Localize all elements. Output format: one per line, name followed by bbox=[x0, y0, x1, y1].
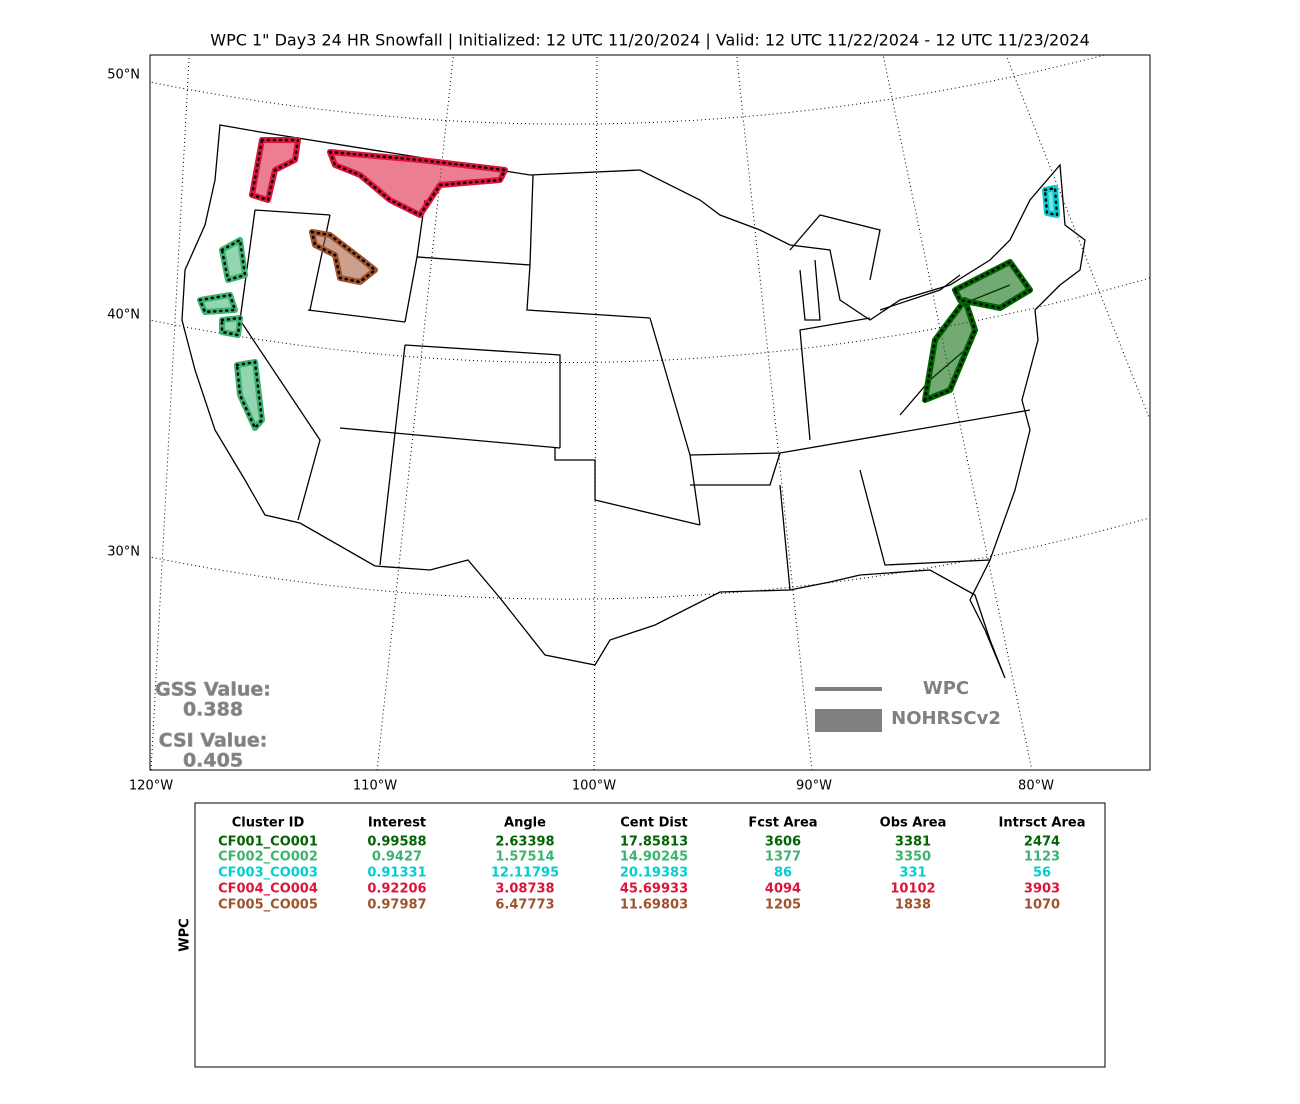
table-header: Cluster ID bbox=[232, 816, 305, 831]
table-header: Interest bbox=[368, 816, 426, 831]
lakes bbox=[789, 214, 1011, 321]
table-cell: CF002_CO002 bbox=[218, 850, 318, 865]
fcst-dots bbox=[220, 316, 242, 337]
lat-labels: 50°N 40°N 30°N bbox=[107, 68, 140, 560]
fcst-outline bbox=[234, 359, 265, 431]
table-header: Cent Dist bbox=[620, 816, 688, 831]
table-cell: CF004_CO004 bbox=[218, 882, 318, 897]
legend-patch bbox=[815, 709, 882, 732]
gss-value: 0.388 bbox=[183, 699, 243, 721]
us-outline bbox=[181, 124, 1086, 679]
fcst-dots bbox=[250, 138, 300, 202]
meridian bbox=[1005, 55, 1150, 421]
table-cell: 10102 bbox=[890, 882, 935, 897]
table-cell: CF001_CO001 bbox=[218, 835, 318, 850]
parallel bbox=[150, 55, 1107, 125]
snow-clusters bbox=[197, 137, 1060, 431]
lon-label: 110°W bbox=[353, 779, 397, 794]
table-cell: 1377 bbox=[765, 850, 801, 865]
obs-area bbox=[312, 232, 375, 282]
table-cell: 12.11795 bbox=[491, 866, 559, 881]
table-cell: 0.99588 bbox=[367, 835, 426, 850]
table-header: Intrsct Area bbox=[999, 816, 1086, 831]
lat-label: 30°N bbox=[107, 545, 140, 560]
table-cell: 0.91331 bbox=[367, 866, 426, 881]
table-cell: 45.69933 bbox=[620, 882, 688, 897]
table-cell: 3.08738 bbox=[495, 882, 554, 897]
meridian bbox=[593, 55, 598, 770]
legend-label: WPC bbox=[923, 678, 969, 699]
table-header: Obs Area bbox=[880, 816, 947, 831]
lon-label: 120°W bbox=[129, 779, 173, 794]
obs-area bbox=[955, 262, 1030, 308]
lon-label: 90°W bbox=[796, 779, 832, 794]
table-cell: 3350 bbox=[895, 850, 931, 865]
fcst-dots bbox=[220, 238, 247, 282]
table-cell: 2.63398 bbox=[495, 835, 554, 850]
table-cell: 3606 bbox=[765, 835, 801, 850]
lon-label: 100°W bbox=[572, 779, 616, 794]
table-cell: 14.90245 bbox=[620, 850, 688, 865]
table: Cluster ID Interest Angle Cent Dist Fcst Are… bbox=[218, 816, 1085, 913]
parallel bbox=[150, 517, 1150, 600]
table-cell: 1.57514 bbox=[495, 850, 554, 865]
obs-area bbox=[925, 300, 975, 400]
lat-label: 40°N bbox=[107, 308, 140, 323]
table-cell: 4094 bbox=[765, 882, 801, 897]
table-cell: CF003_CO003 bbox=[218, 866, 318, 881]
meridian bbox=[736, 55, 813, 770]
table-cell: 56 bbox=[1033, 866, 1051, 881]
gss-label: GSS Value: bbox=[155, 679, 271, 701]
table-cell: 0.97987 bbox=[367, 898, 426, 913]
table-cell: 1205 bbox=[765, 898, 801, 913]
table-cell: 6.47773 bbox=[495, 898, 554, 913]
table-cell: 20.19383 bbox=[620, 866, 688, 881]
table-header: Angle bbox=[504, 816, 546, 831]
table-frame bbox=[194, 802, 1106, 1068]
title: WPC 1" Day3 24 HR Snowfall | Initialized… bbox=[210, 31, 1090, 50]
legend-label: NOHRSCv2 bbox=[891, 708, 1001, 729]
table-cell: 2474 bbox=[1024, 835, 1060, 850]
csi-value: 0.405 bbox=[183, 750, 243, 772]
fcst-dots bbox=[328, 150, 507, 217]
table-cell: 1838 bbox=[895, 898, 931, 913]
lon-label: 80°W bbox=[1018, 779, 1054, 794]
table-cell: 1070 bbox=[1024, 898, 1060, 913]
fcst-outline bbox=[197, 292, 238, 315]
table-ylabel: WPC bbox=[178, 918, 193, 951]
fcst-dots bbox=[953, 260, 1032, 310]
table-header: Fcst Area bbox=[748, 816, 817, 831]
lat-label: 50°N bbox=[107, 68, 140, 83]
fcst-dots bbox=[1043, 186, 1059, 217]
legend: WPC NOHRSCv2 bbox=[815, 678, 1001, 732]
table-cell: 11.69803 bbox=[620, 898, 688, 913]
table-cell: 0.9427 bbox=[372, 850, 422, 865]
state-lines bbox=[239, 174, 1031, 591]
table-cell: 86 bbox=[774, 866, 792, 881]
fcst-dots bbox=[923, 297, 977, 402]
table-cell: 3903 bbox=[1024, 882, 1060, 897]
table-cell: 17.85813 bbox=[620, 835, 688, 850]
table-cell: 0.92206 bbox=[367, 882, 426, 897]
table-cell: CF005_CO005 bbox=[218, 898, 318, 913]
map-frame bbox=[149, 54, 1151, 771]
csi-label: CSI Value: bbox=[159, 730, 268, 752]
table-cell: 331 bbox=[899, 866, 926, 881]
lon-labels: 120°W 110°W 100°W 90°W 80°W bbox=[129, 779, 1054, 794]
fcst-dots bbox=[310, 230, 378, 284]
meridian bbox=[150, 55, 190, 770]
table-cell: 1123 bbox=[1024, 850, 1060, 865]
table-cell: 3381 bbox=[895, 835, 931, 850]
